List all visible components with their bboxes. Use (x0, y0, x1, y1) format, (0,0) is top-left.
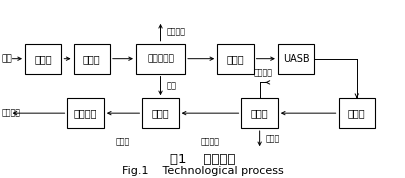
Text: 水排放: 水排放 (265, 134, 279, 143)
Bar (241, 98, 277, 128)
Text: 二沉池: 二沉池 (250, 108, 268, 118)
Text: 污泥脱水: 污泥脱水 (74, 108, 97, 118)
Text: 污泥泵: 污泥泵 (116, 137, 130, 146)
Text: 污泥: 污泥 (166, 81, 176, 90)
Text: 污水: 污水 (2, 54, 13, 63)
Text: 撇油沉淀池: 撇油沉淀池 (147, 54, 173, 63)
Text: UASB: UASB (282, 54, 309, 64)
Bar (338, 98, 374, 128)
Text: Fig.1    Technological process: Fig.1 Technological process (122, 166, 283, 176)
Text: 氧化沟: 氧化沟 (347, 108, 364, 118)
Text: 污泥外运: 污泥外运 (166, 27, 185, 36)
Bar (142, 98, 178, 128)
Text: 剩余污泥: 剩余污泥 (200, 137, 219, 146)
Bar (25, 44, 61, 74)
Text: 污泥外运: 污泥外运 (2, 109, 21, 118)
Text: 细格栅: 细格栅 (34, 54, 52, 64)
Bar (67, 98, 104, 128)
Bar (73, 44, 110, 74)
Bar (136, 44, 185, 74)
Text: 污泥回流: 污泥回流 (253, 68, 271, 77)
Bar (277, 44, 313, 74)
Text: 污泥池: 污泥池 (151, 108, 169, 118)
Text: 调节池: 调节池 (226, 54, 243, 64)
Bar (217, 44, 253, 74)
Text: 图1    工艺流程: 图1 工艺流程 (170, 153, 235, 166)
Text: 集水井: 集水井 (83, 54, 100, 64)
